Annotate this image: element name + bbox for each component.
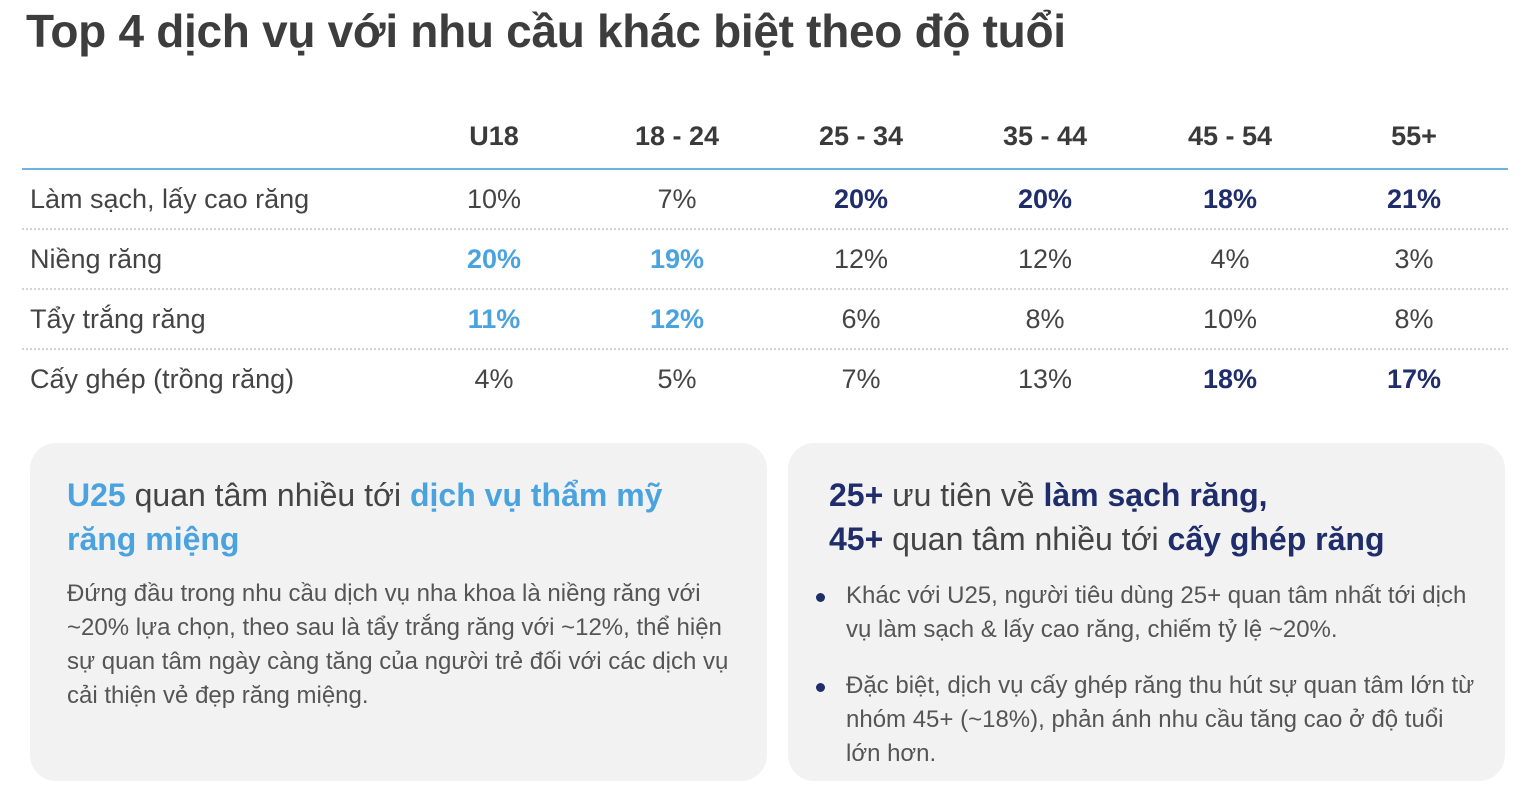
table-cell-highlight: 11% (467, 303, 521, 334)
heading-highlight: cấy ghép răng (1167, 521, 1385, 557)
table-cell-highlight: 18% (1202, 363, 1258, 394)
column-header-45-54: 45 - 54 (1187, 120, 1273, 151)
table-cell: 12% (1017, 243, 1073, 274)
table-header-row: U18 18 - 24 25 - 34 35 - 44 45 - 54 55+ (22, 108, 1508, 170)
heading-highlight: U25 (67, 477, 126, 513)
column-header-55-plus: 55+ (1391, 120, 1437, 151)
table-cell: 10% (466, 183, 522, 214)
table-row: Làm sạch, lấy cao răng 10% 7% 20% 20% 18… (22, 170, 1508, 230)
list-item: Khác với U25, người tiêu dùng 25+ quan t… (816, 579, 1475, 647)
table-cell: 7% (841, 363, 881, 394)
table-row: Cấy ghép (trồng răng) 4% 5% 7% 13% 18% 1… (22, 350, 1508, 408)
heading-highlight: làm sạch răng, (1043, 477, 1268, 513)
heading-highlight: 45+ (829, 521, 884, 557)
insight-card-25-plus: 25+ ưu tiên về làm sạch răng, 45+ quan t… (788, 443, 1505, 781)
heading-highlight: dịch vụ thẩm mỹ răng miệng (67, 477, 663, 557)
row-label: Tẩy trắng răng (30, 303, 206, 334)
table-row: Tẩy trắng răng 11% 12% 6% 8% 10% 8% (22, 290, 1508, 350)
column-header-18-24: 18 - 24 (634, 120, 720, 151)
table-cell: 4% (474, 363, 514, 394)
table-cell: 4% (1210, 243, 1250, 274)
bullet-dot-icon (816, 593, 825, 602)
row-label: Cấy ghép (trồng răng) (30, 363, 295, 394)
heading-text: quan tâm nhiều tới (125, 477, 410, 513)
insight-heading: 25+ ưu tiên về làm sạch răng, 45+ quan t… (829, 473, 1475, 561)
table-cell-highlight: 20% (833, 183, 889, 214)
bullet-text: Khác với U25, người tiêu dùng 25+ quan t… (846, 582, 1467, 643)
bullet-text: Đặc biệt, dịch vụ cấy ghép răng thu hút … (846, 672, 1475, 767)
table-cell-highlight: 20% (1017, 183, 1073, 214)
table-cell: 10% (1202, 303, 1258, 334)
column-header-u18: U18 (469, 120, 519, 151)
table-cell: 12% (833, 243, 889, 274)
table-cell: 13% (1017, 363, 1073, 394)
table-cell-highlight: 17% (1386, 363, 1442, 394)
insight-bullet-list: Khác với U25, người tiêu dùng 25+ quan t… (816, 579, 1475, 771)
table-row: Niềng răng 20% 19% 12% 12% 4% 3% (22, 230, 1508, 290)
heading-line: 45+ quan tâm nhiều tới cấy ghép răng (829, 517, 1475, 561)
heading-highlight: 25+ (829, 477, 884, 513)
bullet-dot-icon (816, 683, 825, 692)
age-service-table: U18 18 - 24 25 - 34 35 - 44 45 - 54 55+ … (22, 108, 1508, 408)
table-cell: 8% (1394, 303, 1434, 334)
page-title: Top 4 dịch vụ với nhu cầu khác biệt theo… (26, 5, 1066, 57)
table-cell-highlight: 19% (649, 243, 705, 274)
column-header-35-44: 35 - 44 (1002, 120, 1088, 151)
table-cell-highlight: 20% (466, 243, 522, 274)
table-cell: 3% (1394, 243, 1434, 274)
table-cell-highlight: 12% (649, 303, 705, 334)
row-label: Làm sạch, lấy cao răng (30, 183, 310, 214)
table-cell: 7% (657, 183, 697, 214)
heading-text: quan tâm nhiều tới (883, 521, 1168, 557)
insight-body: Đứng đầu trong nhu cầu dịch vụ nha khoa … (67, 580, 729, 709)
row-label: Niềng răng (30, 243, 163, 274)
insight-heading: U25 quan tâm nhiều tới dịch vụ thẩm mỹ r… (67, 473, 731, 561)
heading-text: ưu tiên về (883, 477, 1044, 513)
insight-card-u25: U25 quan tâm nhiều tới dịch vụ thẩm mỹ r… (30, 443, 767, 781)
list-item: Đặc biệt, dịch vụ cấy ghép răng thu hút … (816, 669, 1475, 771)
table-cell: 5% (657, 363, 697, 394)
table-cell-highlight: 18% (1202, 183, 1258, 214)
table-cell: 6% (841, 303, 881, 334)
table-cell: 8% (1025, 303, 1065, 334)
heading-line: 25+ ưu tiên về làm sạch răng, (829, 473, 1475, 517)
column-header-25-34: 25 - 34 (818, 120, 904, 151)
table-cell-highlight: 21% (1386, 183, 1442, 214)
